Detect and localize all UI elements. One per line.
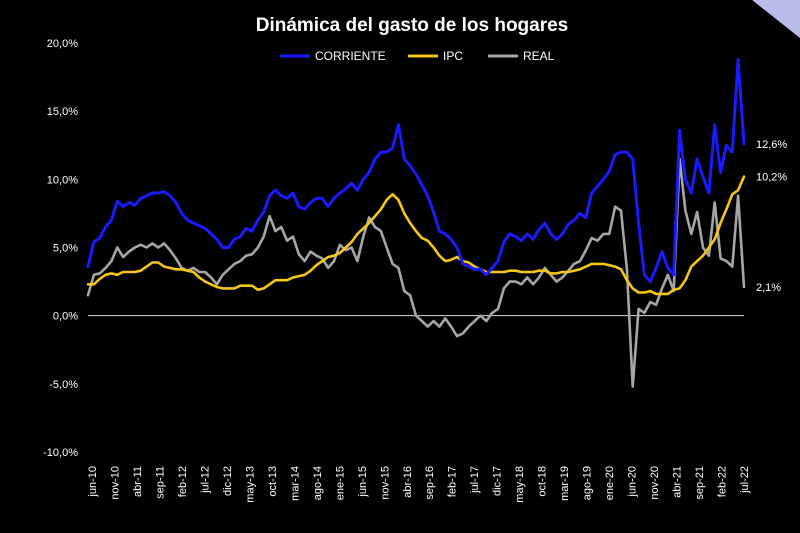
x-tick-label: ene-15: [334, 466, 346, 500]
legend-item-corriente[interactable]: CORRIENTE: [280, 49, 386, 63]
x-tick-label: jul-17: [469, 466, 481, 494]
y-tick-label: -10,0%: [43, 447, 78, 459]
x-tick-label: nov-15: [379, 466, 391, 500]
x-tick-label: nov-20: [649, 466, 661, 500]
y-axis: 20,0% 15,0% 10,0% 5,0% 0,0% -5,0% -10,0%: [43, 38, 78, 459]
series-ipc[interactable]: [86, 175, 746, 296]
x-tick-label: feb-17: [447, 466, 459, 497]
x-tick-label: may-13: [244, 466, 256, 503]
x-tick-label: dic-12: [222, 466, 234, 496]
x-tick-label: sep-21: [694, 466, 706, 500]
legend-item-real[interactable]: REAL: [488, 49, 555, 63]
y-tick-label: -5,0%: [49, 379, 78, 391]
x-tick-label: abr-21: [672, 466, 684, 498]
x-tick-label: abr-16: [402, 466, 414, 498]
x-tick-label: ene-20: [604, 466, 616, 500]
legend-label-ipc: IPC: [443, 49, 463, 63]
x-tick-label: feb-12: [177, 466, 189, 497]
x-tick-label: nov-10: [110, 466, 122, 500]
series-corriente[interactable]: [86, 57, 746, 284]
x-axis: jun-10 nov-10 abr-11 sep-11 feb-12 jul-12 dic-…: [87, 466, 751, 503]
corner-decoration: [752, 0, 800, 38]
x-tick-label: ago-14: [312, 466, 324, 500]
x-tick-label: mar-14: [289, 466, 301, 501]
x-tick-label: feb-22: [717, 466, 729, 497]
legend: CORRIENTE IPC REAL: [280, 49, 555, 63]
x-tick-label: jul-22: [739, 466, 751, 494]
y-tick-label: 10,0%: [47, 174, 78, 186]
x-tick-label: oct-18: [537, 466, 549, 497]
series-lines: [86, 57, 746, 388]
x-tick-label: dic-17: [492, 466, 504, 496]
y-tick-label: 20,0%: [47, 38, 78, 50]
x-tick-label: may-18: [514, 466, 526, 503]
legend-label-real: REAL: [523, 49, 555, 63]
x-tick-label: ago-19: [582, 466, 594, 500]
end-label-ipc: 10,2%: [756, 172, 787, 184]
series-real[interactable]: [86, 157, 746, 388]
x-tick-label: oct-13: [267, 466, 279, 497]
chart-title: Dinámica del gasto de los hogares: [256, 15, 569, 36]
x-tick-label: mar-19: [559, 466, 571, 501]
y-tick-label: 15,0%: [47, 106, 78, 118]
x-tick-label: sep-11: [154, 466, 166, 499]
x-tick-label: sep-16: [424, 466, 436, 500]
end-label-real: 2,1%: [756, 282, 781, 294]
x-tick-label: jun-10: [87, 466, 99, 498]
x-tick-label: jun-20: [627, 466, 639, 498]
legend-label-corriente: CORRIENTE: [315, 49, 386, 63]
legend-item-ipc[interactable]: IPC: [408, 49, 463, 63]
x-tick-label: abr-11: [132, 466, 144, 497]
end-labels: 2,1% 10,2% 12,6%: [756, 139, 787, 294]
x-tick-label: jun-15: [357, 466, 369, 498]
x-tick-label: jul-12: [199, 466, 211, 494]
end-label-corriente: 12,6%: [756, 139, 787, 151]
y-tick-label: 5,0%: [53, 243, 78, 255]
y-tick-label: 0,0%: [53, 311, 78, 323]
